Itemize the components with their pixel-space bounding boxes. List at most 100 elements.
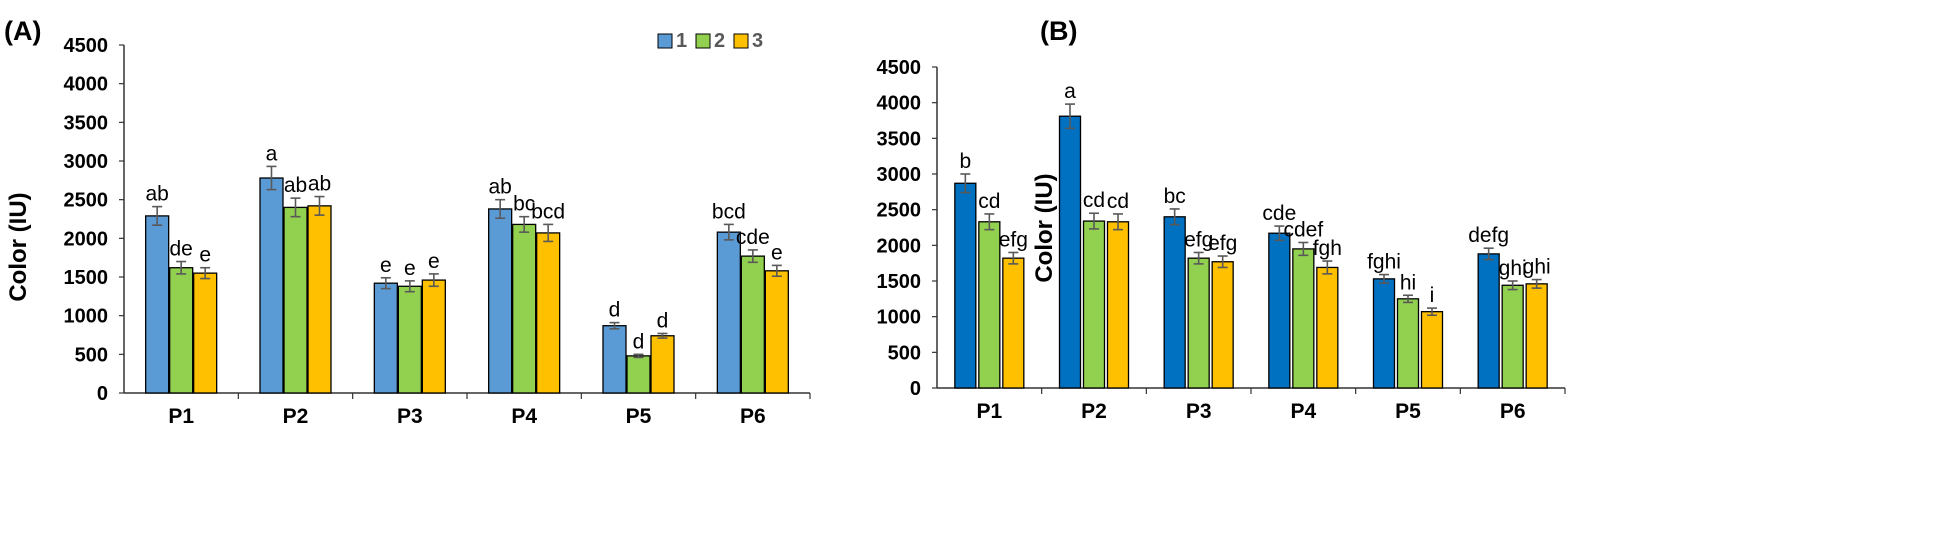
panel-b-y-tick-label: 0 [910, 378, 921, 400]
panel-b-x-tick-label-p3: P3 [1186, 400, 1212, 423]
panel-a-legend-swatch-3 [733, 33, 749, 49]
panel-b-y-tick-label: 1000 [877, 307, 922, 329]
panel-a-bar-p3-series-1 [373, 282, 398, 394]
panel-b-bar-p1-series-2 [978, 221, 1001, 389]
panel-a-data-label-p2-series-2: ab [284, 174, 307, 197]
panel-b-data-label-p2-series-3: cd [1107, 190, 1129, 213]
panel-b-bar-p2-series-3 [1106, 221, 1130, 389]
panel-b-bar-p4-series-2 [1292, 248, 1315, 389]
panel-a-data-label-p3-series-1: e [380, 254, 392, 277]
panel-a-data-label-p3-series-3: e [428, 250, 440, 273]
panel-b-y-tick-label: 2000 [877, 235, 922, 257]
panel-a-y-tick-label: 0 [97, 383, 108, 405]
panel-a-data-label-p6-series-3: e [771, 241, 783, 264]
panel-b-data-label-p4-series-3: fgh [1313, 237, 1342, 260]
panel-a-data-label-p5-series-1: d [609, 299, 621, 322]
panel-b-bar-p5-series-3 [1420, 311, 1444, 389]
panel-a-y-tick-label: 500 [75, 344, 108, 366]
panel-b-bar-p3-series-3 [1211, 261, 1234, 389]
panel-b-bar-p2-series-2 [1082, 220, 1106, 389]
panel-b-label: (B) [1040, 16, 1077, 46]
panel-a-data-label-p3-series-2: e [404, 257, 416, 280]
panel-b-y-tick-label: 1500 [877, 271, 922, 293]
panel-a-bar-p2-series-1 [259, 177, 284, 394]
panel-a-data-label-p6-series-1: bcd [712, 200, 746, 223]
panel-b-y-tick-label: 3500 [877, 128, 922, 150]
panel-b-y-tick-label: 2500 [877, 200, 922, 222]
panel-b-bar-p4-series-3 [1316, 266, 1339, 389]
panel-b-y-axis-label: Color (IU) [1031, 173, 1058, 282]
panel-b-bar-p5-series-2 [1396, 298, 1420, 389]
panel-b-y-tick-label: 4500 [877, 57, 922, 79]
panel-b-data-label-p6-series-3: ghi [1523, 256, 1551, 279]
panel-b-plot-area: 050010001500200025003000350040004500P1bc… [877, 57, 1566, 423]
panel-a-data-label-p4-series-1: ab [488, 176, 511, 199]
panel-a-x-tick-label-p2: P2 [283, 405, 309, 428]
panel-a-legend-label-1: 1 [676, 30, 687, 52]
panel-a-y-tick-label: 4500 [64, 35, 109, 57]
panel-a-y-axis-label: Color (IU) [5, 192, 32, 301]
panel-b-data-label-p1-series-1: b [959, 150, 971, 173]
panel-b-y-tick-label: 500 [888, 342, 921, 364]
panel-a-legend-swatch-1 [657, 33, 673, 49]
panel-b-data-label-p1-series-2: cd [978, 190, 1000, 213]
panel-b-bar-p3-series-1 [1163, 216, 1186, 389]
panel-a-bar-p1-series-2 [169, 267, 194, 394]
panel-a-bar-p4-series-1 [488, 208, 513, 394]
panel-a-bar-p2-series-2 [283, 206, 308, 394]
panel-b-data-label-p5-series-3: i [1430, 284, 1435, 307]
panel-a-x-tick-label-p6: P6 [740, 405, 766, 428]
panel-a-label: (A) [4, 16, 41, 46]
panel-b-y-tick-label: 4000 [877, 93, 922, 115]
panel-b-data-label-p1-series-3: efg [999, 228, 1028, 251]
panel-b-x-tick-label-p6: P6 [1500, 400, 1526, 423]
panel-b-y-tick-label: 3000 [877, 164, 922, 186]
panel-a-data-label-p1-series-2: de [169, 238, 192, 261]
panel-a-x-tick-label-p4: P4 [511, 405, 537, 428]
panel-b-bar-p6-series-3 [1525, 283, 1548, 389]
panel-b-data-label-p5-series-1: fghi [1367, 251, 1401, 274]
panel-a-data-label-p1-series-1: ab [145, 183, 168, 206]
panel-a-data-label-p5-series-3: d [657, 309, 669, 332]
panel-a-bar-p1-series-1 [145, 215, 170, 394]
panel-b-data-label-p3-series-3: efg [1208, 232, 1237, 255]
panel-b-bar-p1-series-3 [1002, 257, 1025, 389]
panel-a-bar-p5-series-1 [602, 325, 627, 394]
panel-b-bar-p6-series-2 [1501, 284, 1524, 389]
panel-a-y-tick-label: 4000 [64, 74, 109, 96]
panel-b-bar-p2-series-1 [1058, 115, 1082, 389]
panel-a-bar-p3-series-3 [421, 279, 446, 394]
panel-a-data-label-p1-series-3: e [199, 244, 211, 267]
panel-b-data-label-p3-series-2: efg [1184, 228, 1213, 251]
panel-b-data-label-p2-series-1: a [1064, 80, 1076, 103]
panel-a-bar-p6-series-2 [740, 255, 765, 394]
panel-a-data-label-p6-series-2: cde [736, 226, 770, 249]
chart-panel-b: (B) Color (IU) 0 500 1000 1500 2000 2500 3000 3… [877, 16, 1566, 423]
panel-a-data-label-p4-series-2: bc [513, 193, 535, 216]
panel-a-x-tick-label-p5: P5 [626, 405, 652, 428]
panel-a-plot-area: 050010001500200025003000350040004500P1ab… [64, 30, 811, 428]
panel-a-legend-label-3: 3 [752, 30, 763, 52]
panel-a-y-tick-label: 2500 [64, 190, 109, 212]
panel-a-y-tick-label: 1000 [64, 306, 109, 328]
panel-a-x-tick-label-p1: P1 [168, 405, 194, 428]
panel-b-bar-p3-series-2 [1187, 257, 1210, 389]
panel-b-x-tick-label-p2: P2 [1081, 400, 1107, 423]
panel-a-bar-p4-series-2 [512, 223, 537, 394]
panel-b-bar-p1-series-1 [954, 182, 977, 389]
panel-b-data-label-p6-series-1: defg [1468, 224, 1509, 247]
panel-a-bar-p1-series-3 [193, 272, 218, 394]
panel-a-data-label-p4-series-3: bcd [531, 200, 565, 223]
panel-b-data-label-p5-series-2: hi [1400, 271, 1416, 294]
panel-a-bar-p5-series-2 [626, 355, 651, 394]
panel-a-bar-p3-series-2 [397, 285, 422, 394]
panel-a-legend-label-2: 2 [714, 30, 725, 52]
panel-b-x-tick-label-p1: P1 [976, 400, 1002, 423]
panel-b-bar-p5-series-1 [1372, 278, 1396, 389]
panel-a-data-label-p5-series-2: d [633, 330, 645, 353]
panel-b-data-label-p3-series-1: bc [1164, 185, 1186, 208]
panel-b-bar-p6-series-1 [1477, 253, 1500, 389]
chart-panel-a: (A) Color (IU) 0 500 1000 1500 2000 2500 3000 3… [4, 16, 811, 428]
panel-a-y-tick-label: 1500 [64, 267, 109, 289]
